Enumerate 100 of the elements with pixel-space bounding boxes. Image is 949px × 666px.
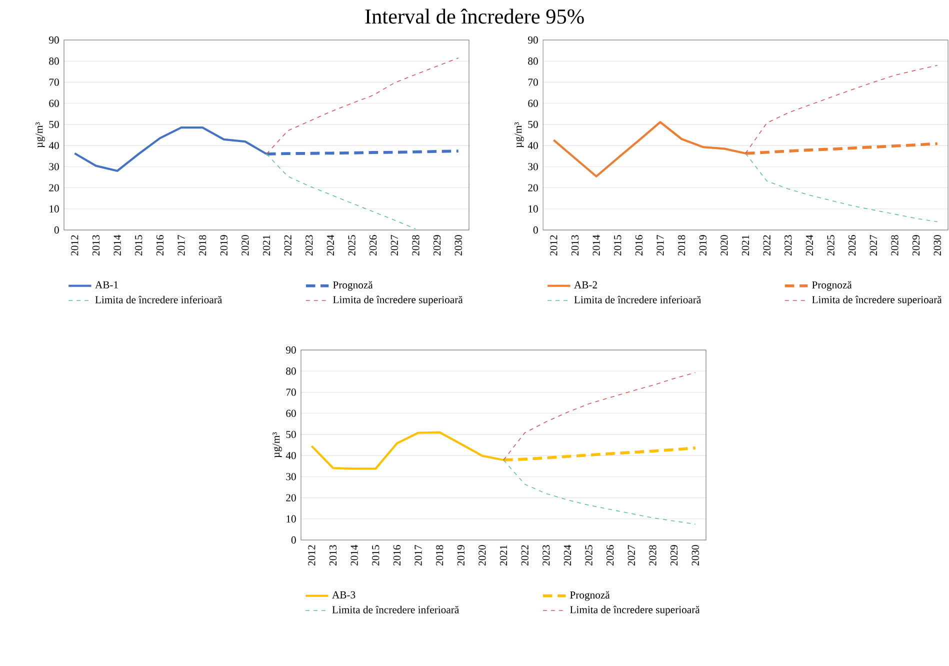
line-series xyxy=(503,460,696,525)
x-tick-label: 2029 xyxy=(433,235,441,256)
legend-label: Prognoză xyxy=(812,281,852,291)
legend-label: AB-3 xyxy=(332,591,356,598)
line-series xyxy=(266,154,416,230)
line-series xyxy=(745,64,938,154)
x-tick-label: 2020 xyxy=(242,235,249,256)
x-tick-label: 2030 xyxy=(454,235,462,256)
x-tick-label: 2023 xyxy=(542,545,550,566)
legend-label: AB-1 xyxy=(95,281,118,288)
x-tick-label: 2018 xyxy=(198,235,206,256)
x-tick-label: 2021 xyxy=(500,545,508,566)
legend-label: Prognoză xyxy=(333,281,373,291)
y-tick-label: 30 xyxy=(286,473,296,480)
y-tick-label: 20 xyxy=(49,184,59,192)
x-tick-label: 2015 xyxy=(135,235,142,256)
legend-label: Limita de încredere superioară xyxy=(570,606,700,616)
x-tick-label: 2024 xyxy=(326,234,334,256)
x-tick-label: 2020 xyxy=(478,545,486,566)
x-tick-label: 2028 xyxy=(412,235,420,256)
x-tick-label: 2012 xyxy=(550,235,558,256)
x-tick-label: 2022 xyxy=(521,545,528,566)
y-tick-label: 90 xyxy=(286,346,296,354)
y-tick-label: 10 xyxy=(528,205,538,212)
y-tick-label: 70 xyxy=(286,388,296,396)
y-tick-label: 10 xyxy=(286,515,296,522)
x-tick-label: 2013 xyxy=(329,545,337,566)
x-tick-label: 2022 xyxy=(284,235,292,256)
y-tick-label: 20 xyxy=(528,184,538,192)
x-tick-label: 2017 xyxy=(414,545,422,566)
x-tick-label: 2028 xyxy=(649,545,656,566)
x-tick-label: 2013 xyxy=(92,235,100,256)
x-tick-label: 2030 xyxy=(934,235,941,256)
y-tick-label: 30 xyxy=(528,163,538,170)
x-tick-label: 2015 xyxy=(372,545,380,566)
y-axis-title: µg/m³ xyxy=(36,122,45,148)
x-tick-label: 2029 xyxy=(670,545,678,566)
y-tick-label: 70 xyxy=(49,78,59,86)
x-tick-label: 2024 xyxy=(806,234,814,256)
y-tick-label: 50 xyxy=(286,430,296,438)
y-tick-label: 50 xyxy=(49,120,59,128)
x-tick-label: 2022 xyxy=(763,235,770,256)
x-tick-label: 2023 xyxy=(306,235,313,256)
x-tick-label: 2016 xyxy=(156,235,164,256)
x-tick-label: 2020 xyxy=(720,235,728,256)
y-tick-label: 60 xyxy=(286,410,296,417)
x-tick-label: 2018 xyxy=(678,235,686,256)
y-tick-label: 60 xyxy=(528,100,538,107)
x-tick-label: 2023 xyxy=(784,235,792,256)
y-tick-label: 0 xyxy=(54,226,59,234)
y-tick-label: 90 xyxy=(528,36,538,44)
x-tick-label: 2028 xyxy=(891,235,898,256)
y-tick-label: 0 xyxy=(291,536,296,544)
x-tick-label: 2027 xyxy=(870,235,877,256)
line-series xyxy=(503,372,696,460)
x-tick-label: 2026 xyxy=(848,235,856,256)
x-tick-label: 2021 xyxy=(262,235,270,256)
y-tick-label: 40 xyxy=(528,142,538,150)
x-tick-label: 2024 xyxy=(564,544,572,566)
x-tick-label: 2016 xyxy=(635,235,643,256)
x-tick-label: 2026 xyxy=(606,545,614,566)
legend-label: Limita de încredere inferioară xyxy=(332,606,459,614)
y-tick-label: 60 xyxy=(49,100,59,107)
x-tick-label: 2017 xyxy=(178,235,185,256)
x-tick-label: 2019 xyxy=(220,235,228,256)
x-tick-label: 2025 xyxy=(585,545,592,566)
x-tick-label: 2015 xyxy=(614,235,622,256)
x-tick-label: 2012 xyxy=(308,545,316,566)
y-tick-label: 90 xyxy=(49,36,59,44)
y-tick-label: 50 xyxy=(528,120,538,128)
line-series xyxy=(266,58,459,154)
y-tick-label: 80 xyxy=(286,368,296,375)
y-tick-label: 70 xyxy=(528,78,538,86)
x-tick-label: 2013 xyxy=(571,235,579,256)
legend-label: Prognoză xyxy=(570,591,610,601)
y-tick-label: 40 xyxy=(286,452,296,460)
x-tick-label: 2030 xyxy=(692,545,699,566)
legend-label: Limita de încredere superioară xyxy=(333,296,463,306)
x-tick-label: 2014 xyxy=(114,234,121,256)
legend-label: Limita de încredere inferioară xyxy=(95,296,222,304)
x-tick-label: 2029 xyxy=(912,235,920,256)
x-tick-label: 2019 xyxy=(699,235,706,256)
x-tick-label: 2025 xyxy=(827,235,834,256)
x-tick-label: 2027 xyxy=(390,235,398,256)
y-tick-label: 10 xyxy=(50,205,59,212)
y-tick-label: 20 xyxy=(286,494,296,502)
x-tick-label: 2014 xyxy=(592,234,600,256)
x-tick-label: 2018 xyxy=(436,545,444,566)
x-tick-label: 2016 xyxy=(393,545,401,566)
x-tick-label: 2027 xyxy=(628,545,635,566)
legend-label: Limita de încredere superioară xyxy=(812,296,942,306)
x-tick-label: 2014 xyxy=(350,544,358,566)
legend-label: Limita de încredere inferioară xyxy=(574,296,701,304)
legend-label: AB-2 xyxy=(574,281,597,288)
x-tick-label: 2021 xyxy=(742,235,750,256)
chart-title: Interval de încredere 95% xyxy=(365,8,584,24)
y-tick-label: 0 xyxy=(533,226,538,234)
y-axis-title: µg/m³ xyxy=(514,122,524,148)
x-tick-label: 2019 xyxy=(457,545,464,566)
x-tick-label: 2017 xyxy=(656,235,664,256)
